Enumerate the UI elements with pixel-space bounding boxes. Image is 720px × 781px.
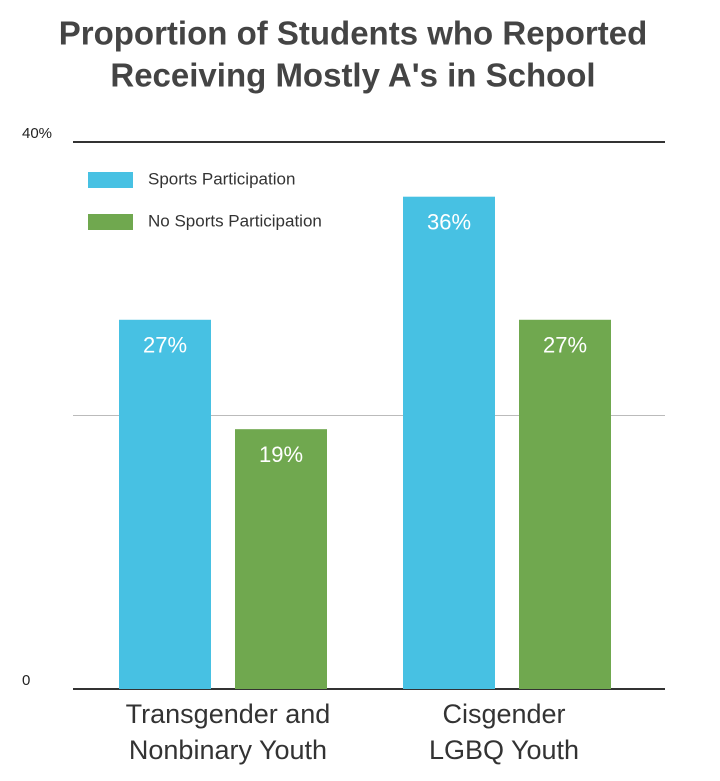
legend-label: Sports Participation [148, 169, 295, 188]
y-tick-label: 40% [22, 125, 52, 142]
bar [235, 429, 327, 689]
y-tick-label: 0 [22, 672, 30, 689]
x-tick-label: Transgender and [126, 699, 331, 729]
value-label: 27% [143, 333, 187, 358]
bar [519, 319, 611, 689]
bar [119, 319, 211, 689]
value-label: 27% [543, 333, 587, 358]
legend-swatch [88, 172, 133, 188]
x-tick-label: LGBQ Youth [429, 735, 579, 765]
legend-label: No Sports Participation [148, 211, 322, 230]
x-tick-label: Nonbinary Youth [129, 735, 327, 765]
chart-title: Receiving Mostly A's in School [110, 57, 595, 94]
legend-swatch [88, 214, 133, 230]
value-label: 36% [427, 210, 471, 235]
bar [403, 196, 495, 689]
chart-title: Proportion of Students who Reported [59, 15, 647, 52]
x-tick-label: Cisgender [442, 699, 565, 729]
value-label: 19% [259, 442, 303, 467]
